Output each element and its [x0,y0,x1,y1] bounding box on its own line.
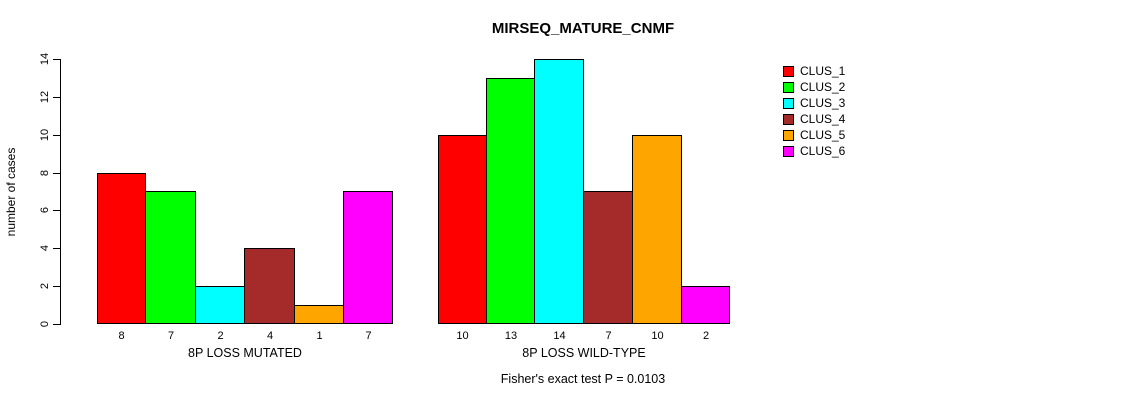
legend-label: CLUS_2 [800,80,846,94]
legend-label: CLUS_6 [800,144,846,158]
y-tick-mark [53,135,60,136]
y-tick-mark [53,248,60,249]
y-tick-label: 0 [39,320,51,328]
bar-value-label: 10 [456,330,469,342]
bar-clus_1-group1 [97,173,146,324]
bar-clus_3-group1 [195,286,245,324]
legend-swatch-icon [783,145,794,157]
y-tick-label: 6 [39,206,51,214]
y-tick-mark [53,286,60,287]
legend-swatch-icon [783,97,794,109]
bar-value-label: 13 [504,330,518,342]
bar-value-label: 2 [702,330,710,342]
bar-clus_4-group1 [244,248,295,324]
bar-value-label: 7 [167,330,175,342]
bar-clus_6-group2 [681,286,730,324]
legend-label: CLUS_1 [800,64,846,78]
y-tick-label: 8 [39,169,51,177]
legend-row: CLUS_2 [783,79,845,95]
y-tick-mark [53,324,60,325]
chart-title: MIRSEQ_MATURE_CNMF [491,20,675,37]
y-tick-label: 12 [39,90,51,104]
legend-row: CLUS_1 [783,63,845,79]
group-label: 8P LOSS WILD-TYPE [522,346,646,360]
legend-swatch-icon [783,129,794,141]
legend-label: CLUS_4 [800,112,846,126]
bar-value-label: 2 [217,330,224,342]
y-tick-mark [53,97,60,98]
legend-row: CLUS_3 [783,95,845,111]
legend: CLUS_1 CLUS_2 CLUS_3 CLUS_4 CLUS_5 CLUS_6 [783,63,845,159]
bar-value-label: 7 [605,330,612,342]
y-tick-mark [53,173,60,174]
bar-value-label: 1 [316,330,323,342]
bar-clus_2-group1 [145,191,196,324]
y-axis-label: number of cases [4,147,18,237]
bar-value-label: 8 [118,330,125,342]
bar-clus_2-group2 [486,78,535,324]
y-tick-label: 14 [39,52,51,66]
legend-label: CLUS_5 [800,128,846,142]
fisher-test-footnote: Fisher's exact test P = 0.0103 [500,372,666,386]
y-tick-mark [53,59,60,60]
bar-value-label: 7 [365,330,372,342]
bar-clus_1-group2 [438,135,487,324]
legend-row: CLUS_5 [783,127,845,143]
legend-swatch-icon [783,65,794,77]
y-tick-mark [53,210,60,211]
y-tick-label: 4 [39,244,51,252]
bar-clus_4-group2 [583,191,633,324]
bar-value-label: 14 [553,330,566,342]
bar-value-label: 10 [651,330,664,342]
group-label: 8P LOSS MUTATED [188,346,302,360]
bar-clus_5-group2 [632,135,682,324]
bar-clus_5-group1 [294,305,344,324]
legend-label: CLUS_3 [800,96,846,110]
legend-row: CLUS_4 [783,111,845,127]
legend-row: CLUS_6 [783,143,845,159]
bar-clus_3-group2 [534,59,584,324]
bar-value-label: 4 [266,330,274,342]
legend-swatch-icon [783,113,794,125]
y-tick-label: 10 [39,128,51,142]
y-axis-line [60,59,61,325]
legend-swatch-icon [783,81,794,93]
bar-clus_6-group1 [343,191,393,324]
y-tick-label: 2 [39,282,51,290]
